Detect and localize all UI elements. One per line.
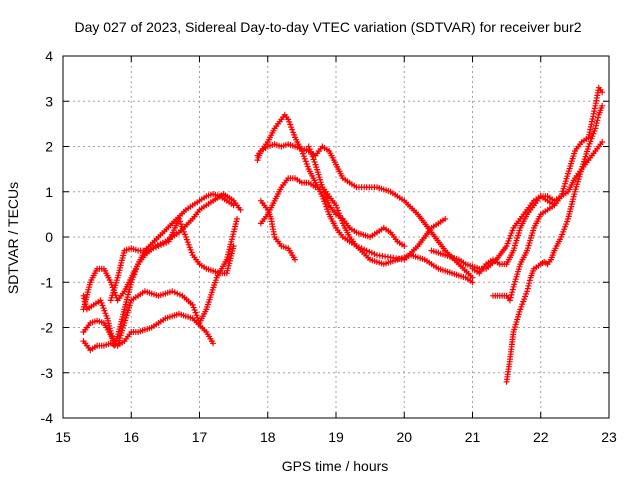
x-tick-label: 16 — [123, 429, 139, 445]
data-point — [593, 120, 600, 126]
y-tick-label: -4 — [41, 410, 54, 426]
series-line — [256, 143, 473, 279]
data-point — [509, 289, 516, 296]
data-point — [524, 285, 531, 292]
data-point — [230, 243, 237, 250]
series-sat-d — [80, 215, 240, 349]
y-tick-label: -1 — [41, 274, 54, 290]
x-tick-label: 21 — [465, 429, 481, 445]
x-tick-label: 19 — [328, 429, 344, 445]
data-point — [507, 297, 513, 304]
x-tick-label: 17 — [192, 429, 208, 445]
data-point — [80, 292, 87, 299]
series-line — [82, 313, 214, 352]
data-point — [469, 279, 476, 286]
data-point — [524, 288, 531, 295]
x-tick-label: 22 — [533, 429, 549, 445]
y-tick-label: -2 — [41, 320, 54, 336]
y-axis-label: SDTVAR / TECUs — [5, 182, 21, 294]
data-point — [599, 139, 606, 145]
y-tick-label: -3 — [41, 365, 54, 381]
data-point — [442, 215, 449, 222]
data-point — [599, 102, 606, 109]
tick-layer — [62, 55, 610, 419]
data-point — [401, 243, 408, 250]
series-line — [82, 193, 242, 310]
y-tick-label: 2 — [45, 139, 53, 155]
y-tick-label: 4 — [45, 48, 53, 64]
series-sat-g — [254, 141, 476, 281]
y-tick-label: 0 — [45, 229, 53, 245]
series-sat-m — [490, 84, 606, 304]
x-tick-label: 20 — [396, 429, 412, 445]
series-sat-a — [80, 310, 217, 354]
data-point — [509, 286, 516, 293]
x-tick-label: 18 — [260, 429, 276, 445]
y-tick-label: 3 — [45, 93, 53, 109]
y-tick-label: 1 — [45, 184, 53, 200]
data-point — [507, 294, 514, 301]
x-tick-label: 23 — [601, 429, 617, 445]
series-sat-e — [107, 215, 237, 304]
chart-title: Day 027 of 2023, Sidereal Day-to-day VTE… — [74, 19, 581, 35]
series-sat-n — [469, 139, 606, 277]
data-point — [594, 117, 601, 124]
data-point — [526, 280, 533, 287]
data-point — [595, 114, 602, 121]
data-point — [508, 291, 515, 298]
series-sat-j — [305, 143, 408, 250]
x-axis-label: GPS time / hours — [282, 458, 389, 474]
series-sat-l — [503, 102, 606, 385]
data-point — [210, 340, 217, 347]
series-sat-i — [257, 197, 298, 263]
data-point — [292, 256, 298, 263]
data-point — [237, 206, 244, 213]
data-point — [234, 215, 240, 222]
data-layer — [80, 84, 606, 385]
grid-layer — [63, 56, 609, 418]
data-point — [593, 122, 599, 129]
data-point — [599, 89, 606, 96]
x-tick-label: 15 — [55, 429, 71, 445]
data-point — [526, 277, 533, 284]
series-sat-h — [257, 175, 476, 286]
